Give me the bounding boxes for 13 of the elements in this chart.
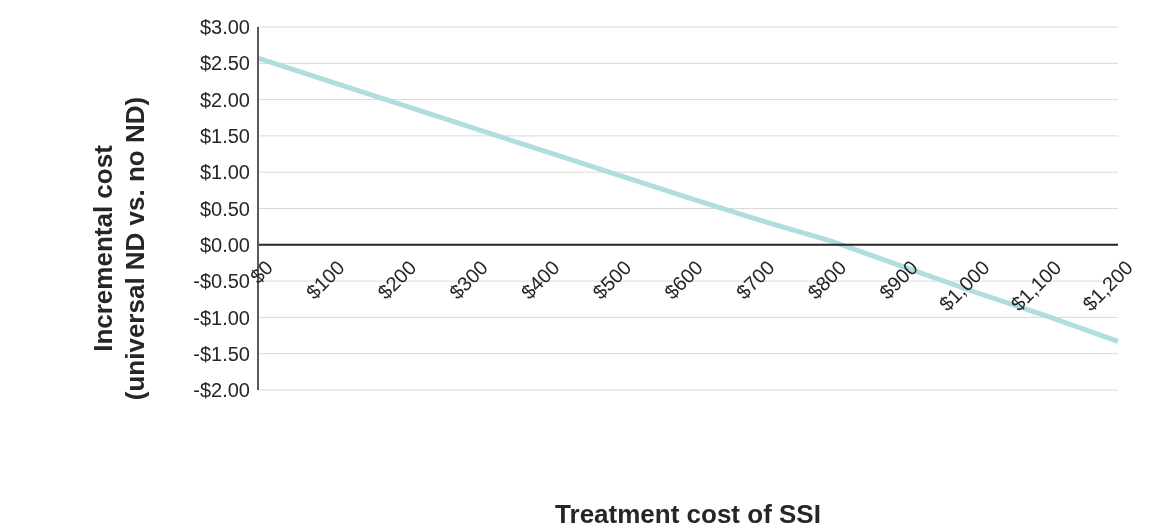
y-tick-label: $3.00 [199,16,250,39]
y-tick-label: -$2.00 [193,379,250,402]
y-tick-label: -$1.50 [193,342,250,365]
y-tick-label: $2.50 [199,52,250,75]
y-tick-label: $1.50 [199,125,250,147]
y-tick-label: -$1.00 [193,306,250,329]
y-axis-title: Incremental cost (universal ND vs. no ND) [88,96,150,401]
y-tick-label: $1.00 [199,161,250,184]
y-tick-label: -$0.50 [193,270,250,293]
x-axis-title: Treatment cost of SSI [555,499,821,529]
y-tick-label: $0.50 [199,197,250,220]
y-tick-label: $2.00 [199,88,250,111]
y-tick-label: $0.00 [199,233,250,256]
